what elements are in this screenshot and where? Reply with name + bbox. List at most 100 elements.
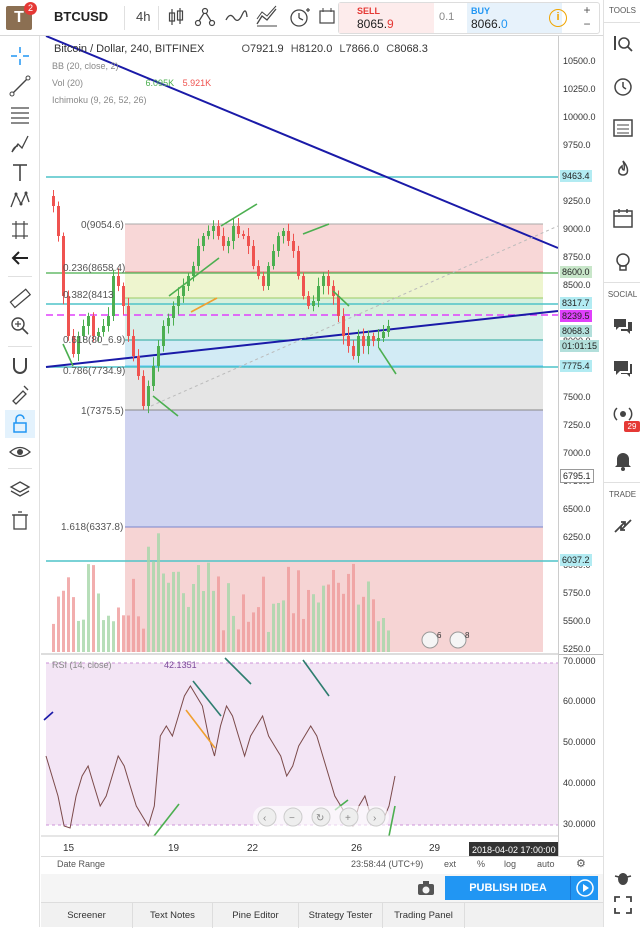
templates-icon[interactable] [254, 4, 280, 30]
tab-pine-editor[interactable]: Pine Editor [213, 903, 299, 928]
candle-body [242, 234, 245, 236]
rsi-tick: 40.0000 [563, 778, 596, 788]
percent-toggle[interactable]: % [477, 859, 486, 869]
magnet-icon[interactable] [8, 354, 32, 378]
candle-body [352, 346, 355, 356]
divider [8, 276, 32, 277]
replay-controls[interactable]: ‹ − ↻ + › [253, 806, 389, 828]
volume-bar [337, 582, 340, 652]
trade-size-stepper[interactable]: + − [583, 3, 591, 31]
bug-report-icon[interactable] [611, 866, 635, 890]
play-button[interactable] [570, 876, 598, 900]
back-arrow-icon[interactable] [8, 246, 32, 270]
vol-legend[interactable]: Vol (20) 6.095K 5.921K [52, 78, 212, 88]
watchlist-icon[interactable] [611, 116, 635, 140]
pattern-icon[interactable] [8, 188, 32, 212]
compare-icon[interactable] [192, 4, 218, 30]
messages-icon[interactable] [611, 356, 635, 380]
candles-icon[interactable] [163, 4, 189, 30]
price-tick: 9250.0 [563, 196, 591, 206]
candle-body [107, 316, 110, 326]
candle-body [87, 316, 90, 326]
candle-body [342, 316, 345, 336]
notification-badge: 2 [24, 2, 37, 15]
time-tick: 15 [63, 843, 75, 854]
stay-in-drawing-mode-icon[interactable] [8, 382, 32, 406]
trash-icon[interactable] [8, 508, 32, 532]
price-level-tag: 9463.4 [560, 170, 592, 182]
candle-body [72, 336, 75, 354]
tab-screener[interactable]: Screener [41, 903, 133, 928]
buy-button[interactable]: BUY 8066.0 [467, 3, 562, 33]
light-bulb-icon[interactable] [611, 250, 635, 274]
symbol-search[interactable]: BTCUSD [54, 9, 109, 24]
replay-icon[interactable] [314, 4, 340, 30]
candle-body [212, 226, 215, 231]
settings-gear-icon[interactable]: ⚙ [576, 858, 586, 870]
divider [124, 6, 125, 30]
candle-body [277, 236, 280, 251]
date-range-button[interactable]: Date Range [57, 859, 106, 869]
candle-body [227, 241, 230, 246]
candle-body [252, 246, 255, 266]
tab-trading-panel[interactable]: Trading Panel [383, 903, 465, 928]
volume-bar [107, 615, 110, 652]
ext-toggle[interactable]: ext [444, 859, 457, 869]
volume-bar [362, 596, 365, 652]
tab-strategy-tester[interactable]: Strategy Tester [299, 903, 383, 928]
candle-body [372, 336, 375, 341]
camera-icon[interactable] [417, 880, 435, 896]
candle-body [357, 336, 360, 356]
trend-line-icon[interactable] [8, 74, 32, 98]
interval-selector[interactable]: 4h [136, 9, 151, 24]
price-axis[interactable]: 10500.0 10250.0 10000.0 9750.0 9250.0 9000.0 8… [558, 36, 604, 856]
ichimoku-legend[interactable]: Ichimoku (9, 26, 52, 26) [52, 95, 147, 105]
event-flags[interactable]: 6 8 [421, 631, 470, 649]
main-series-legend[interactable]: Bitcoin / Dollar, 240, BITFINEX O7921.9 … [54, 43, 428, 55]
info-icon[interactable]: i [549, 9, 567, 27]
calendar-icon[interactable] [611, 206, 635, 230]
eye-icon[interactable] [8, 440, 32, 464]
alert-clock-icon[interactable] [286, 4, 312, 30]
sell-button[interactable]: SELL 8065.9 [339, 3, 434, 33]
tab-text-notes[interactable]: Text Notes [133, 903, 213, 928]
notifications-bell-icon[interactable] [611, 448, 635, 472]
chart-canvas[interactable]: 0(9054.6) 0.236(8658.4) 0.382(8413 0.618… [41, 36, 561, 856]
log-toggle[interactable]: log [504, 859, 517, 869]
price-level-tag: 8317.7 [560, 297, 592, 309]
play-icon [576, 879, 594, 897]
divider [158, 6, 159, 30]
indicators-icon[interactable] [223, 4, 249, 30]
crosshair-icon[interactable] [8, 44, 32, 68]
text-tool-icon[interactable] [8, 160, 32, 184]
bb-legend[interactable]: BB (20, close, 2) [52, 61, 119, 71]
volume-bar [287, 566, 290, 652]
brush-icon[interactable] [8, 132, 32, 156]
chat-icon[interactable] [611, 314, 635, 338]
volume-bar [322, 585, 325, 652]
search-icon[interactable] [611, 32, 635, 56]
ruler-icon[interactable] [8, 286, 32, 310]
alarm-clock-icon[interactable] [611, 74, 635, 98]
streams-icon[interactable] [611, 402, 635, 426]
candle-body [377, 338, 380, 341]
trading-arrows-icon[interactable] [611, 514, 635, 538]
volume-bar [97, 593, 100, 652]
auto-toggle[interactable]: auto [537, 859, 555, 869]
volume-bar [142, 628, 145, 652]
candle-body [122, 286, 125, 306]
right-sidebar: TOOLS SOCIAL 29 TRADE [603, 0, 640, 927]
horizontal-lines-icon[interactable] [8, 102, 32, 126]
publish-idea-button[interactable]: PUBLISH IDEA [445, 876, 571, 900]
prediction-icon[interactable] [8, 218, 32, 242]
fib-label: 0.786(7734.9) [63, 366, 125, 377]
fullscreen-icon[interactable] [611, 893, 635, 917]
rsi-legend[interactable]: RSI (14, close) 42.1351 [52, 660, 197, 670]
trade-label: TRADE [608, 490, 637, 499]
lock-icon[interactable] [8, 412, 32, 436]
candle-body [362, 336, 365, 346]
zoom-in-icon[interactable] [8, 314, 32, 338]
layers-icon[interactable] [8, 478, 32, 502]
candle-body [182, 286, 185, 296]
hotlists-flame-icon[interactable] [611, 158, 635, 182]
